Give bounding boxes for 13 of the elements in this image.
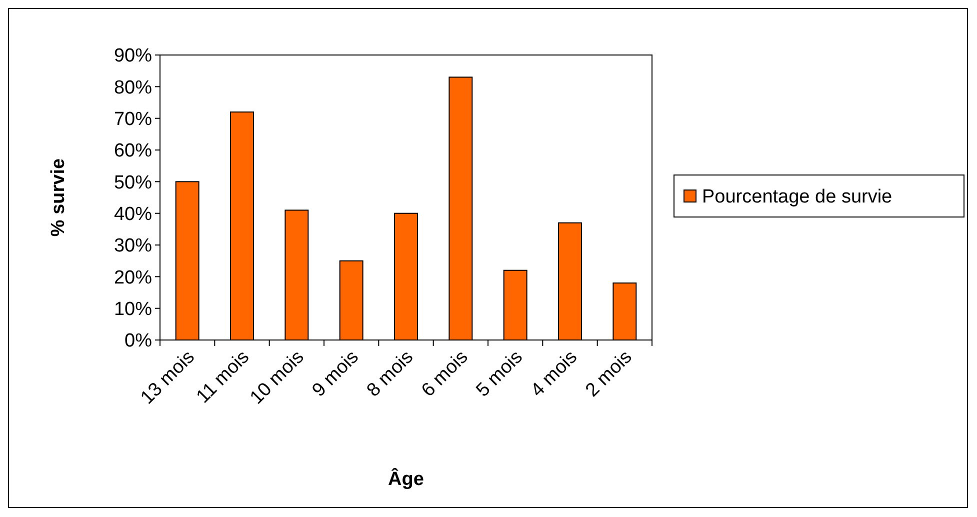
legend-label: Pourcentage de survie [702, 186, 892, 208]
y-tick-label: 90% [114, 46, 152, 67]
y-tick-label: 40% [114, 204, 152, 225]
y-tick-label: 70% [114, 108, 152, 130]
y-tick-label: 50% [114, 172, 152, 194]
y-tick-label: 30% [114, 236, 152, 257]
y-tick-label: 60% [114, 140, 152, 162]
y-tick-label: 20% [114, 267, 152, 288]
y-tick-label: 80% [114, 77, 152, 98]
y-tick-label: 10% [114, 298, 152, 320]
y-tick-label: 0% [124, 330, 152, 352]
x-axis-title: Âge [388, 467, 424, 490]
y-axis-title: % survie [48, 158, 69, 237]
